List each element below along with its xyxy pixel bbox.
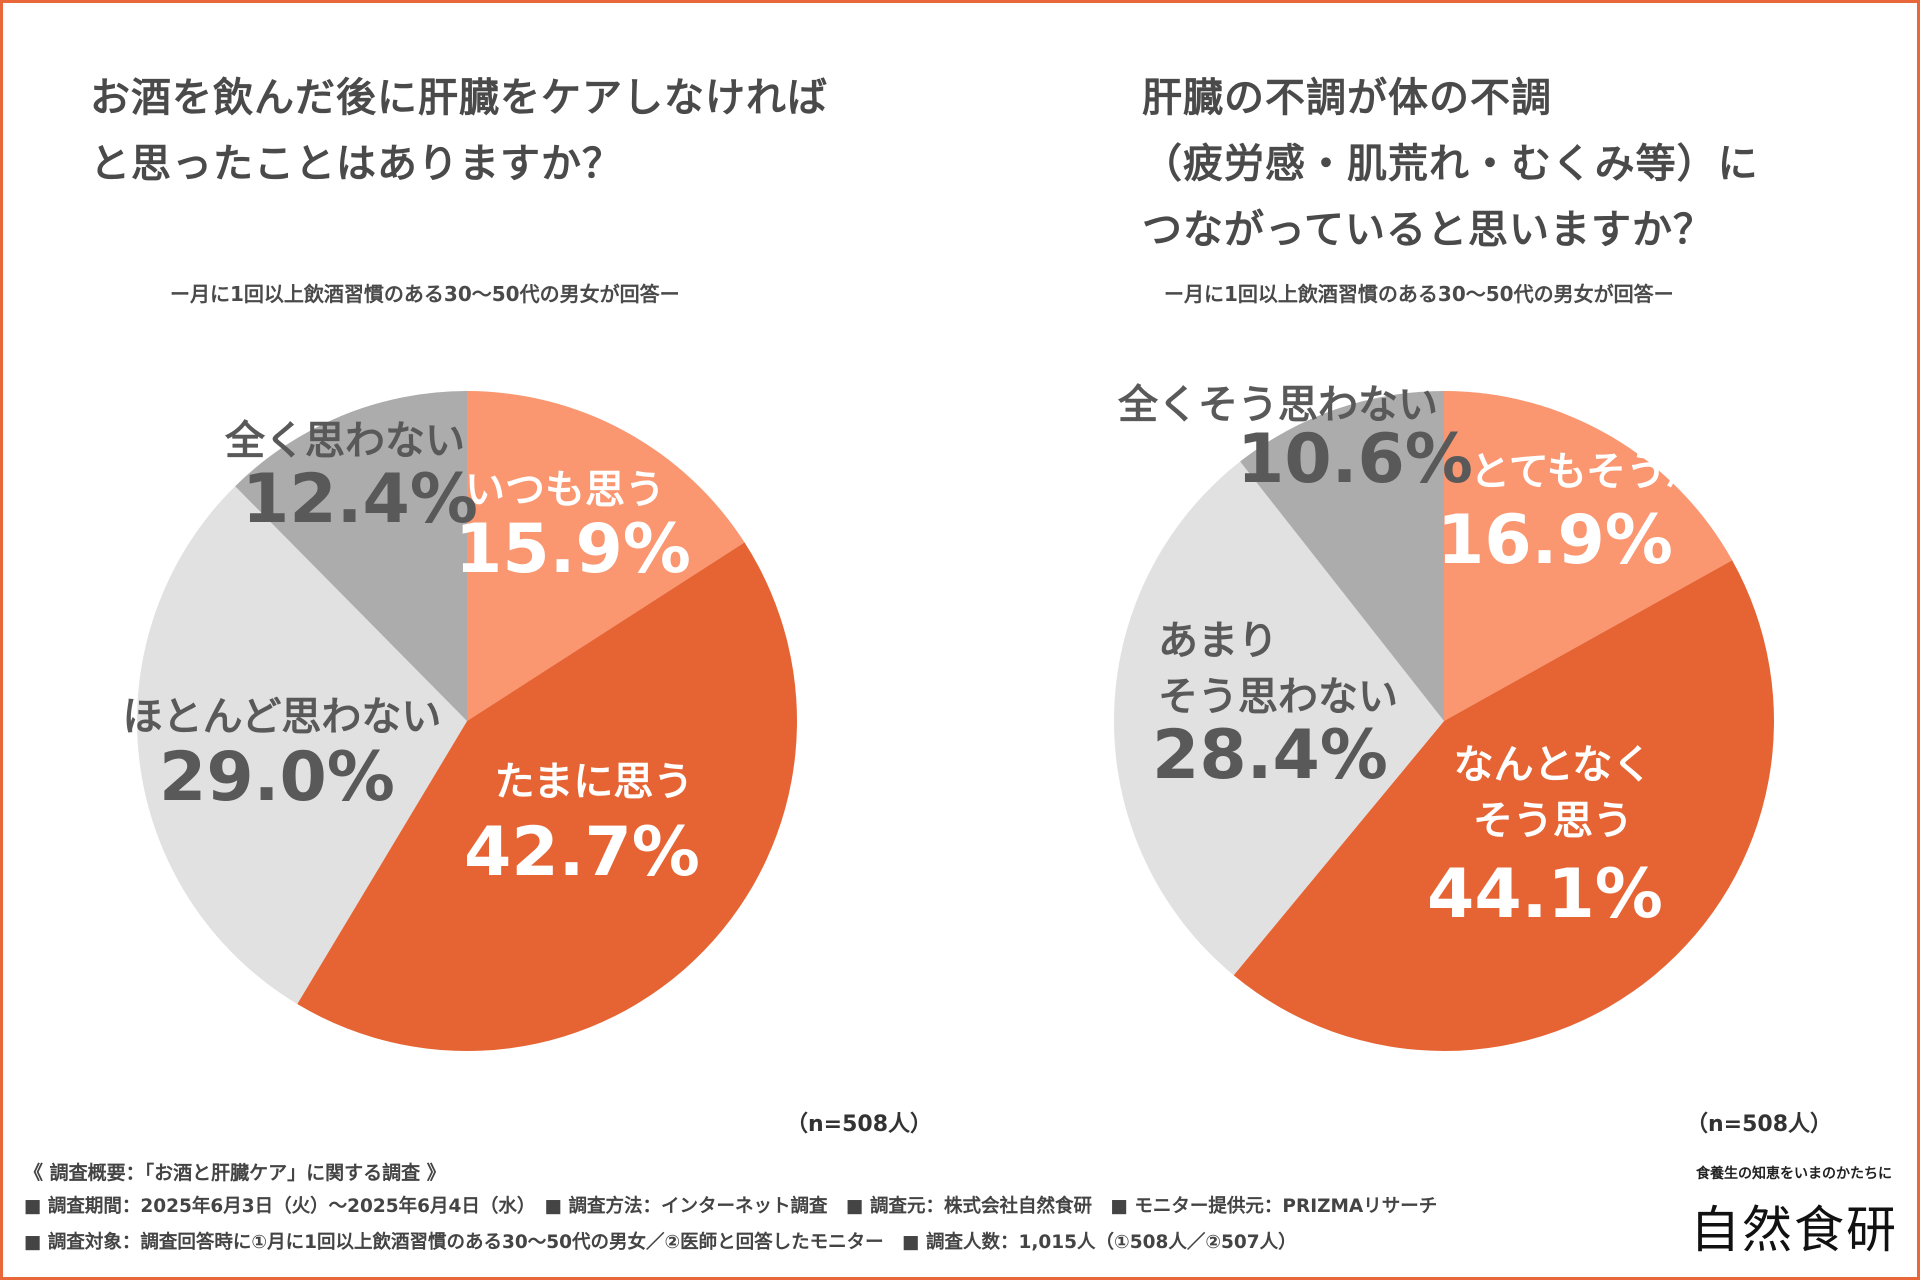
chart1-n-label: （n=508人） <box>786 1112 933 1137</box>
chart1-slice-2-value: 42.7% <box>464 813 700 892</box>
chart1-slice-4-value: 12.4% <box>242 460 478 539</box>
chart1-slice-4 <box>235 391 467 721</box>
chart1-slice-3-label: ほとんど思わない <box>123 694 442 740</box>
chart2-slice-4-value: 10.6% <box>1237 420 1473 499</box>
chart2-slice-1 <box>1444 391 1733 721</box>
brand-logo: 自然食研 <box>1690 1201 1898 1259</box>
chart1-slice-3 <box>136 486 467 1004</box>
chart2-subtitle: ー月に1回以上飲酒習慣のある30〜50代の男女が回答ー <box>1164 282 1674 306</box>
chart2-title-line3: つながっていると思いますか？ <box>1142 207 1714 253</box>
chart2-slice-2-label-line1: なんとなく <box>1454 742 1653 788</box>
brand-tagline: 食養生の知恵をいまのかたちに <box>1696 1166 1892 1182</box>
chart1-slice-1 <box>467 391 745 721</box>
chart2-slice-2-label-line2: そう思う <box>1473 798 1633 844</box>
survey-line2: ■ 調査対象：調査回答時に①月に1回以上飲酒習慣のある30〜50代の男女／②医師… <box>24 1232 1297 1253</box>
chart2-slice-2 <box>1233 560 1775 1052</box>
chart1-slice-2-label: たまに思う <box>495 759 694 805</box>
chart2-title-line2: （疲労感・肌荒れ・むくみ等）に <box>1142 141 1759 187</box>
chart2-slice-4-label: 全くそう思わない <box>1117 382 1438 428</box>
chart2-slice-4 <box>1240 391 1444 721</box>
survey-line1: ■ 調査期間：2025年6月3日（火）〜2025年6月4日（水） ■ 調査方法：… <box>24 1196 1438 1217</box>
chart1-slice-3-value: 29.0% <box>159 738 395 817</box>
chart1-slice-4-label: 全く思わない <box>224 418 465 464</box>
chart2-slice-1-label: とてもそう思う <box>1470 449 1746 495</box>
survey-heading: 《 調査概要：「お酒と肝臓ケア」に関する調査 》 <box>24 1162 446 1184</box>
chart2-title-line1: 肝臓の不調が体の不調 <box>1142 75 1552 121</box>
chart1-title-line2: と思ったことはありますか？ <box>90 141 623 187</box>
chart2-slice-3-label-line1: あまり <box>1158 618 1278 664</box>
chart1-subtitle: ー月に1回以上飲酒習慣のある30〜50代の男女が回答ー <box>170 282 680 306</box>
chart2-n-label: （n=508人） <box>1686 1112 1833 1137</box>
chart1-slice-2 <box>297 542 797 1051</box>
chart2-slice-1-value: 16.9% <box>1437 501 1673 580</box>
chart1-title-line1: お酒を飲んだ後に肝臓をケアしなければ <box>90 75 828 121</box>
chart2-slice-3-label-line2: そう思わない <box>1158 674 1398 720</box>
chart2-slice-3 <box>1114 461 1444 976</box>
chart2-slice-2-value: 44.1% <box>1427 855 1663 934</box>
chart1-slice-1-value: 15.9% <box>455 510 691 589</box>
chart1-slice-1-label: いつも思う <box>465 467 665 513</box>
chart2-slice-3-value: 28.4% <box>1152 716 1388 795</box>
